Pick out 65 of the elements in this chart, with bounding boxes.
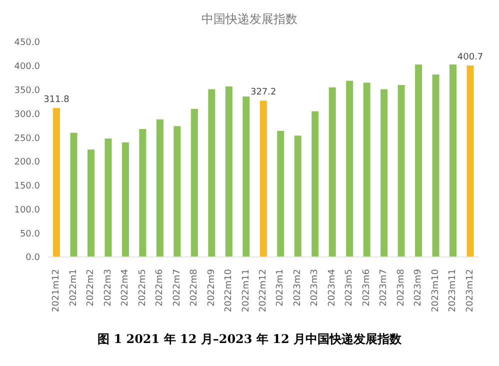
y-tick-label: 350.0: [14, 86, 40, 96]
x-tick-label: 2023m7: [379, 269, 390, 306]
x-tick-label: 2022m12: [258, 269, 268, 312]
y-tick-label: 100.0: [14, 205, 40, 216]
x-tick-label: 2022m7: [172, 269, 182, 306]
x-tick-label: 2023m5: [344, 269, 355, 306]
x-tick-label: 2022m1: [68, 269, 79, 306]
data-label: 327.2: [250, 88, 276, 98]
x-tick-label: 2022m9: [206, 268, 217, 306]
bar: [398, 85, 405, 257]
x-tick-label: 2023m4: [327, 268, 338, 306]
data-label: 311.8: [44, 95, 70, 106]
bar: [104, 138, 112, 257]
x-tick-label: 2023m6: [362, 268, 372, 306]
y-tick-label: 450.0: [14, 38, 40, 48]
bar: [380, 89, 388, 257]
x-tick-label: 2023m8: [396, 268, 406, 306]
x-tick-label: 2022m4: [120, 268, 131, 306]
bar: [87, 150, 94, 257]
bar: [70, 132, 78, 257]
bar: [363, 82, 370, 257]
x-tick-label: 2022m5: [138, 269, 148, 306]
x-tick-label: 2022m11: [241, 269, 252, 312]
x-tick-label: 2023m3: [310, 269, 320, 306]
x-tick-label: 2022m8: [190, 268, 200, 306]
bar: [260, 100, 267, 257]
y-tick-label: 200.0: [14, 158, 40, 168]
x-tick-label: 2022m10: [224, 268, 234, 312]
bar: [450, 64, 457, 257]
bar: [156, 119, 164, 257]
x-tick-label: 2022m6: [155, 268, 166, 306]
bar: [466, 66, 474, 257]
y-tick-label: 250.0: [14, 134, 40, 144]
x-tick-label: 2023m11: [448, 269, 458, 312]
x-tick-label: 2023m2: [292, 269, 303, 306]
y-tick-label: 300.0: [14, 110, 40, 120]
bar: [346, 80, 354, 257]
bar: [225, 86, 232, 257]
bar: [312, 111, 319, 257]
x-tick-label: 2021m12: [52, 269, 62, 312]
x-tick-label: 2022m2: [86, 269, 96, 306]
caption: 图 1 2021 年 12 月–2023 年 12 月中国快递发展指数: [96, 331, 402, 348]
y-tick-label: 400.0: [14, 62, 40, 72]
bar: [208, 89, 216, 257]
bar: [328, 87, 336, 257]
bar: [174, 126, 181, 257]
bar: [139, 128, 146, 257]
data-label: 400.7: [457, 52, 484, 63]
x-tick-label: 2023m12: [465, 269, 476, 312]
x-tick-label: 2023m1: [276, 269, 286, 306]
bar: [432, 74, 440, 257]
bar: [415, 64, 422, 257]
bar: [53, 108, 60, 257]
bar: [277, 130, 284, 257]
bar: [122, 142, 129, 257]
x-tick-label: 2023m10: [430, 268, 441, 312]
x-tick-label: 2022m3: [103, 269, 114, 306]
y-tick-label: 0.0: [26, 253, 40, 264]
bar: [242, 96, 250, 257]
bar: [294, 136, 302, 257]
y-tick-label: 50.0: [20, 229, 40, 240]
chart-title: 中国快递发展指数: [200, 11, 298, 28]
y-tick-label: 150.0: [14, 182, 40, 192]
bar: [190, 108, 198, 257]
x-tick-label: 2023m9: [414, 268, 424, 306]
